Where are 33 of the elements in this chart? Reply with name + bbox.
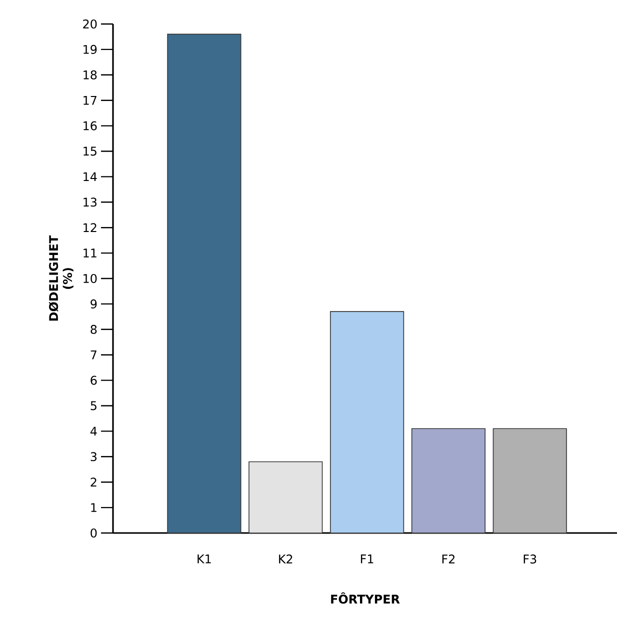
y-tick-label: 1 <box>91 503 96 512</box>
x-tick-label: F1 <box>360 554 374 564</box>
y-tick-label: 16 <box>84 121 97 130</box>
y-tick-label: 17 <box>84 96 96 105</box>
y-tick-label: 0 <box>90 528 97 538</box>
y-tick-label: 19 <box>84 44 97 54</box>
y-tick-label: 11 <box>84 248 96 258</box>
y-tick-label: 9 <box>90 299 97 308</box>
bar <box>330 311 404 534</box>
y-tick-label: 20 <box>83 19 97 29</box>
y-tick-label: 4 <box>90 426 97 436</box>
y-tick-label: 6 <box>90 376 97 385</box>
y-tick-label: 5 <box>90 401 96 410</box>
x-axis-title: FÔRTYPER <box>331 592 400 604</box>
x-tick-label: K2 <box>279 554 292 564</box>
x-tick-label: K1 <box>198 554 211 564</box>
y-tick-label: 3 <box>90 452 97 462</box>
y-tick-label: 7 <box>90 350 96 360</box>
y-tick-label: 13 <box>84 198 97 207</box>
bar <box>167 34 242 534</box>
y-tick-label: 10 <box>84 274 97 284</box>
y-tick-label: 2 <box>90 478 96 487</box>
x-tick-label: F3 <box>524 554 536 564</box>
y-tick-label: 14 <box>84 172 97 182</box>
bar <box>248 461 323 534</box>
bar <box>492 428 567 534</box>
y-axis-title: DØDELIGHET (%) <box>48 235 74 321</box>
y-tick-label: 15 <box>84 146 96 156</box>
bar <box>411 428 486 534</box>
y-tick-label: 18 <box>84 70 97 80</box>
y-tick-label: 8 <box>90 324 97 334</box>
x-tick-label: F2 <box>442 554 454 564</box>
y-tick-label: 12 <box>84 223 96 232</box>
